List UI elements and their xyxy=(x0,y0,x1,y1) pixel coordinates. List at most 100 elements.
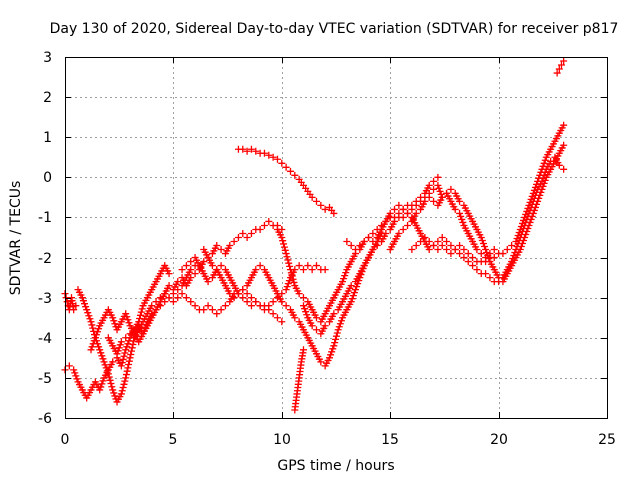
data-point xyxy=(299,346,307,354)
data-point xyxy=(99,355,107,363)
data-point xyxy=(303,311,311,319)
data-point xyxy=(332,332,340,340)
data-point xyxy=(269,310,277,318)
data-point xyxy=(280,243,288,251)
data-point xyxy=(122,310,130,318)
data-point xyxy=(113,350,121,358)
data-point xyxy=(83,306,91,314)
data-point xyxy=(327,351,335,359)
data-point xyxy=(290,278,298,286)
data-point xyxy=(128,344,136,352)
data-point xyxy=(508,258,516,266)
data-point xyxy=(278,298,286,306)
data-point xyxy=(72,372,80,380)
data-point xyxy=(451,246,459,254)
data-point xyxy=(87,346,95,354)
data-point xyxy=(447,242,455,250)
data-point xyxy=(408,201,416,209)
data-point xyxy=(443,189,451,197)
data-point xyxy=(125,319,133,327)
data-point xyxy=(140,327,148,335)
data-point xyxy=(127,347,135,355)
data-point xyxy=(434,238,442,246)
data-point xyxy=(256,302,264,310)
data-point xyxy=(217,246,225,254)
data-point xyxy=(96,386,104,394)
data-point xyxy=(417,238,425,246)
data-point xyxy=(239,145,247,153)
data-point xyxy=(447,250,455,258)
data-point xyxy=(395,209,403,217)
data-point xyxy=(187,298,195,306)
data-point xyxy=(531,191,539,199)
data-point xyxy=(356,242,364,250)
data-point xyxy=(482,246,490,254)
data-point xyxy=(288,272,296,280)
data-point xyxy=(208,262,216,270)
data-point xyxy=(404,221,412,229)
data-point xyxy=(291,314,299,322)
data-point xyxy=(124,364,132,372)
data-point xyxy=(70,306,78,314)
data-point xyxy=(560,141,568,149)
data-point xyxy=(399,205,407,213)
data-point xyxy=(178,290,186,298)
data-point xyxy=(495,278,503,286)
data-point xyxy=(94,328,102,336)
data-point xyxy=(302,308,310,316)
data-point xyxy=(119,355,127,363)
data-point xyxy=(165,294,173,302)
data-point xyxy=(282,250,290,258)
data-point xyxy=(213,310,221,318)
y-tick-label: -4 xyxy=(38,331,52,347)
data-point xyxy=(515,237,523,245)
data-point xyxy=(95,325,103,333)
y-tick-label: 1 xyxy=(43,130,52,146)
data-point xyxy=(260,221,268,229)
data-point xyxy=(213,242,221,250)
data-point xyxy=(321,266,329,274)
y-axis-label: SDTVAR / TECUs xyxy=(8,181,24,296)
data-point xyxy=(369,246,377,254)
data-point xyxy=(329,345,337,353)
data-point xyxy=(391,213,399,221)
data-point xyxy=(126,354,134,362)
data-point xyxy=(330,209,338,217)
data-point xyxy=(391,205,399,213)
data-point xyxy=(527,203,535,211)
data-point xyxy=(330,342,338,350)
data-point xyxy=(425,193,433,201)
data-point xyxy=(208,306,216,314)
data-point xyxy=(283,283,291,291)
data-point xyxy=(347,298,355,306)
data-point xyxy=(92,331,100,339)
data-point xyxy=(308,322,316,330)
data-point xyxy=(165,270,173,278)
data-point xyxy=(412,209,420,217)
data-point xyxy=(120,352,128,360)
data-point xyxy=(352,246,360,254)
data-point xyxy=(477,250,485,258)
data-point xyxy=(191,302,199,310)
data-point xyxy=(265,217,273,225)
data-point xyxy=(438,193,446,201)
data-point xyxy=(102,364,110,372)
data-point xyxy=(342,269,350,277)
x-tick-label: 15 xyxy=(381,432,399,448)
data-point xyxy=(280,240,288,248)
data-point xyxy=(469,254,477,262)
data-point xyxy=(273,155,281,163)
data-point xyxy=(350,289,358,297)
data-point xyxy=(141,324,149,332)
data-point xyxy=(456,242,464,250)
data-point xyxy=(109,386,117,394)
series-arc-k xyxy=(273,173,442,326)
data-point xyxy=(510,252,518,260)
data-point xyxy=(553,69,561,77)
data-point xyxy=(525,209,533,217)
series-arc-n xyxy=(408,153,568,286)
data-point xyxy=(331,339,339,347)
data-point xyxy=(352,286,360,294)
data-point xyxy=(523,215,531,223)
data-point xyxy=(425,246,433,254)
